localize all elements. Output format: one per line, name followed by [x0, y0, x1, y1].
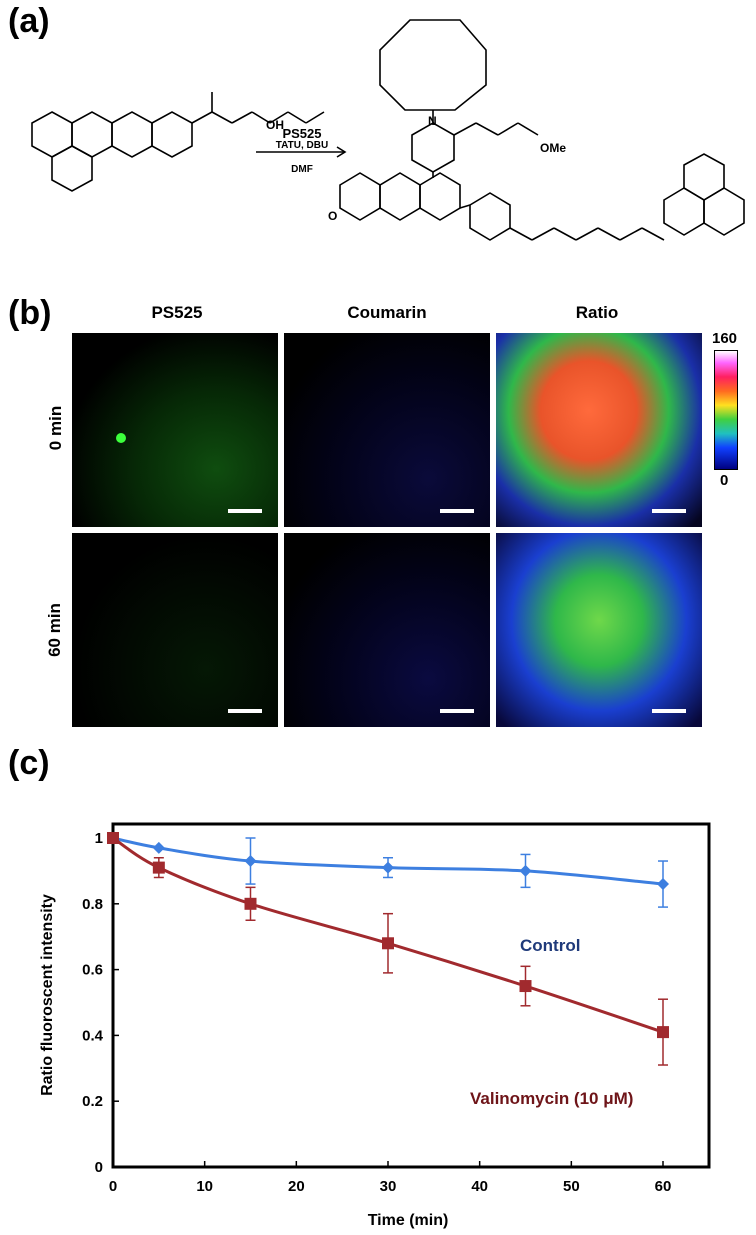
data-point-square — [244, 897, 257, 910]
column-header-ps525: PS525 — [151, 303, 203, 322]
scale-bar — [652, 509, 686, 513]
crown-n-label: N — [428, 114, 437, 128]
legend-control: Control — [520, 936, 580, 955]
scale-bar — [440, 509, 474, 513]
y-tick-label: 0.2 — [82, 1093, 103, 1110]
solvent-label: DMF — [291, 164, 313, 175]
panel-label-b: (b) — [8, 294, 52, 332]
row-header-0min: 0 min — [46, 405, 66, 451]
column-header-ratio: Ratio — [575, 303, 619, 322]
y-tick-label: 0.8 — [82, 896, 103, 913]
legend-valinomycin: Valinomycin (10 μM) — [470, 1089, 633, 1108]
colorbar-min-label: 0 — [720, 472, 729, 489]
x-axis-title: Time (min) — [368, 1212, 449, 1229]
plot-frame — [111, 822, 711, 1169]
x-tick-label: 50 — [563, 1178, 580, 1195]
y-axis-title: Ratio fluoroscent intensity — [39, 894, 56, 1096]
image-ps525-0min — [72, 333, 278, 527]
scale-bar — [228, 509, 262, 513]
data-point-diamond — [657, 878, 669, 891]
data-point-square — [519, 980, 532, 993]
scale-bar — [228, 709, 262, 713]
data-point-square — [657, 1026, 669, 1039]
row-header-60min: 60 min — [44, 603, 64, 657]
x-tick-label: 60 — [655, 1178, 672, 1195]
axes: 0 10 20 30 40 50 60 0 0.2 0.4 0.6 0.8 1 — [82, 830, 671, 1195]
image-coumarin-0min — [284, 333, 490, 527]
conditions-label: TATU, DBU — [276, 140, 328, 151]
y-tick-label: 1 — [95, 830, 103, 847]
reaction-scheme: OH PS525 TATU, DBU DMF N OMe O — [31, 19, 745, 241]
data-point-diamond — [152, 841, 165, 854]
reagent-label: PS525 — [282, 126, 321, 141]
x-tick-label: 20 — [288, 1178, 305, 1195]
y-tick-label: 0 — [95, 1159, 103, 1176]
data-point-square — [107, 832, 119, 844]
data-point-square — [152, 861, 165, 874]
image-ratio-60min — [496, 533, 702, 727]
image-ps525-60min — [72, 533, 278, 727]
x-tick-label: 30 — [380, 1178, 397, 1195]
panel-label-a: (a) — [8, 2, 50, 40]
image-coumarin-60min — [284, 533, 490, 727]
data-point-diamond — [382, 861, 394, 874]
series-layer — [107, 832, 669, 1066]
x-tick-label: 10 — [196, 1178, 213, 1195]
colorbar — [714, 350, 738, 470]
oh-label: OH — [266, 118, 284, 132]
carbonyl-o-label: O — [328, 209, 337, 223]
data-point-diamond — [244, 855, 257, 868]
x-tick-label: 0 — [109, 1178, 117, 1195]
ome-label: OMe — [540, 141, 566, 155]
y-tick-label: 0.4 — [82, 1027, 104, 1044]
scale-bar — [440, 709, 474, 713]
data-point-diamond — [519, 864, 532, 877]
line-chart: 0 10 20 30 40 50 60 0 0.2 0.4 0.6 0.8 1 Time (min) R… — [39, 822, 711, 1229]
panel-label-c: (c) — [8, 744, 50, 782]
colorbar-max-label: 160 — [712, 330, 738, 347]
data-point-square — [382, 937, 394, 950]
column-header-coumarin: Coumarin — [347, 303, 427, 322]
y-tick-label: 0.6 — [82, 962, 103, 979]
scale-bar — [652, 709, 686, 713]
x-tick-label: 40 — [471, 1178, 488, 1195]
image-ratio-0min — [496, 333, 702, 527]
